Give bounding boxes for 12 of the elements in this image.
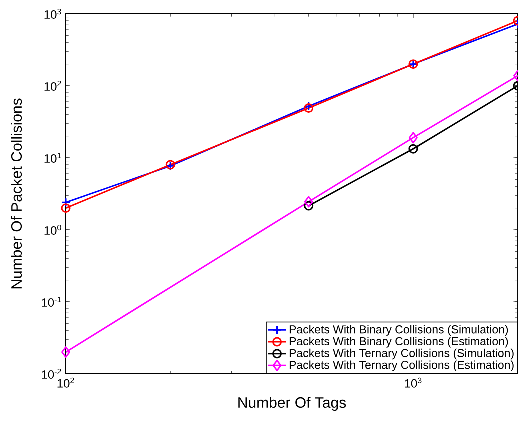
legend-label: Packets With Binary Collisions (Simulation) [290,325,508,336]
y-axis-title: Number Of Packet Collisions [11,98,22,289]
legend-label: Packets With Ternary Collisions (Simulation) [290,348,514,360]
y-tick-label: 10$^{-1}$ [42,297,62,307]
y-tick-label: 10$^{2}$ [44,80,62,92]
y-tick-label: 10$^{1}$ [44,153,62,163]
y-tick-label: 10$^{-2}$ [42,368,62,380]
y-tick-label: 10$^{0}$ [44,224,62,236]
legend-label: Packets With Ternary Collisions (Estimation) [290,360,514,372]
legend-label: Packets With Binary Collisions (Estimation) [290,337,508,348]
x-axis-title: Number Of Tags [238,397,346,412]
y-tick-label: 10$^{3}$ [44,8,62,20]
